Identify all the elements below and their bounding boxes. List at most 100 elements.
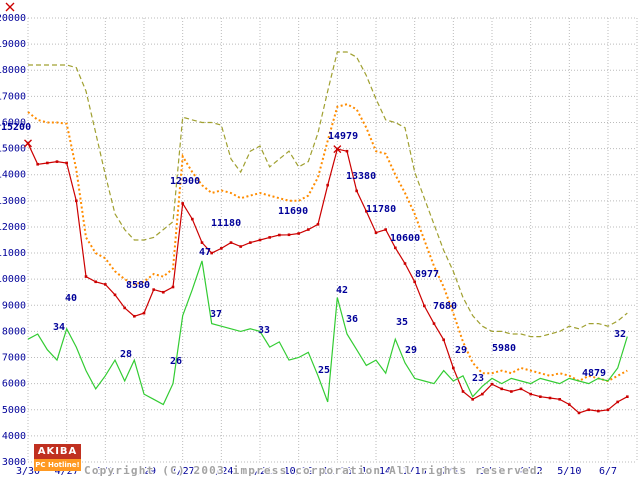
data-label: 11180 (211, 218, 241, 229)
lowest-price-marker (577, 411, 581, 415)
data-label: 10600 (390, 233, 420, 244)
data-label: 23 (472, 373, 484, 384)
data-label: 25 (318, 365, 330, 376)
lowest-price-marker (278, 233, 281, 237)
x-axis-label: 8/24 (209, 466, 233, 477)
y-axis-label: 15000 (0, 144, 26, 155)
data-label: 26 (170, 356, 182, 367)
lowest-price-marker (355, 189, 358, 193)
lowest-price-marker (181, 202, 184, 205)
lowest-price-marker (307, 228, 310, 231)
lowest-price-marker (403, 262, 407, 265)
data-label: 28 (120, 349, 132, 360)
lowest-price-marker (297, 232, 300, 235)
lowest-price-marker (568, 403, 571, 406)
lowest-price-marker (616, 400, 619, 404)
lowest-price-marker (529, 392, 532, 396)
lowest-price-marker (229, 241, 233, 244)
lowest-price-marker (191, 217, 194, 221)
data-label: 8977 (415, 269, 439, 280)
data-label: 14979 (328, 131, 358, 142)
y-axis-label: 19000 (0, 39, 26, 50)
x-axis-label: 3/15 (480, 466, 504, 477)
lowest-price-marker (210, 251, 213, 255)
corner-cross-icon (5, 2, 15, 12)
lowest-price-marker (442, 338, 445, 342)
lowest-price-marker (162, 290, 165, 294)
lowest-price-marker (287, 233, 291, 237)
lowest-price-marker (365, 209, 368, 213)
data-label: 29 (405, 345, 417, 356)
y-axis-label: 5000 (2, 405, 26, 416)
x-axis-label: 3/30 (16, 466, 40, 477)
lowest-price-marker (123, 306, 126, 310)
lowest-price-marker (142, 311, 146, 315)
y-axis-label: 20000 (0, 13, 26, 24)
y-axis-label: 18000 (0, 65, 26, 76)
data-label: 4879 (582, 368, 606, 379)
lowest-price-marker (394, 246, 397, 250)
data-label: 34 (53, 322, 65, 333)
lowest-price-marker (500, 387, 503, 391)
lowest-price-marker (152, 288, 155, 291)
lowest-price-marker (597, 409, 600, 413)
x-axis-label: 6/7 (599, 466, 617, 477)
x-axis-label: 5/10 (557, 466, 581, 477)
lowest-price-marker (104, 283, 107, 286)
data-label: 7680 (433, 301, 457, 312)
lowest-price-marker (249, 241, 252, 244)
lowest-price-marker (587, 408, 590, 412)
x-axis-label: 12/14 (361, 466, 391, 477)
data-label: 11690 (278, 206, 308, 217)
lowest-price-cross-marker (333, 145, 342, 154)
lowest-price-marker (490, 382, 494, 386)
x-axis-label: 11/16 (322, 466, 352, 477)
y-axis-label: 14000 (0, 170, 26, 181)
y-axis-label: 7000 (2, 353, 26, 364)
lowest-price-marker (220, 247, 223, 250)
lowest-price-marker (171, 285, 175, 289)
x-axis-label: 6/1 (96, 466, 114, 477)
lowest-price-marker (471, 398, 474, 401)
lowest-price-marker (374, 231, 378, 234)
lowest-price-marker (510, 390, 513, 393)
lowest-price-marker (548, 396, 552, 400)
series-line-highest-price (28, 51, 628, 338)
lowest-price-marker (36, 162, 39, 166)
data-label: 40 (65, 293, 77, 304)
x-axis-label: 4/12 (519, 466, 543, 477)
data-label: 8580 (126, 280, 150, 291)
lowest-price-marker (200, 241, 204, 244)
data-label: 47 (199, 247, 211, 258)
x-axis-label: 7/27 (171, 466, 195, 477)
data-label: 33 (258, 325, 270, 336)
lowest-price-marker (94, 280, 97, 284)
y-axis-label: 12000 (0, 222, 26, 233)
lowest-price-marker (432, 322, 436, 325)
y-axis-label: 3000 (2, 457, 26, 468)
lowest-price-marker (268, 236, 271, 239)
lowest-price-marker (384, 228, 387, 231)
data-label: 13380 (346, 171, 376, 182)
data-label: 15200 (1, 122, 31, 133)
lowest-price-marker (626, 395, 629, 399)
data-label: 35 (396, 317, 408, 328)
y-axis-label: 11000 (0, 248, 26, 259)
x-axis-label: 6/29 (132, 466, 156, 477)
lowest-price-marker (65, 161, 68, 165)
lowest-price-marker (316, 223, 320, 226)
lowest-price-marker (461, 390, 465, 393)
series-line-average-price (27, 103, 628, 383)
lowest-price-marker (46, 161, 49, 165)
data-label: 5980 (492, 343, 516, 354)
x-axis-label: 2/15 (441, 466, 465, 477)
x-axis-label: 4/27 (55, 466, 79, 477)
data-label: 42 (336, 285, 348, 296)
y-axis-label: 9000 (2, 300, 26, 311)
y-axis-label: 16000 (0, 117, 26, 128)
data-label: 12900 (170, 176, 200, 187)
y-axis-label: 13000 (0, 196, 26, 207)
lowest-price-marker (345, 149, 349, 153)
x-axis-label: 1/18 (403, 466, 427, 477)
